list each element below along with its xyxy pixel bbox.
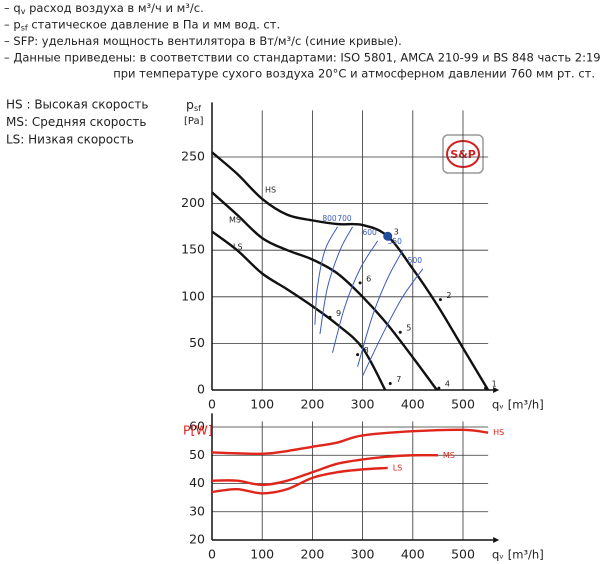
note-text: расход воздуха в м³/ч и м³/с.: [25, 1, 203, 15]
axis-arrow: [493, 537, 500, 543]
x-tick-label: 500: [451, 547, 475, 562]
operating-point: [328, 315, 332, 319]
point-label: 7: [396, 375, 401, 384]
operating-point: [356, 353, 360, 357]
series-label: 500: [408, 256, 423, 265]
series-line: [211, 428, 489, 456]
x-tick-label: 200: [300, 397, 324, 412]
y-axis-label: psf: [186, 97, 201, 113]
operating-point: [484, 386, 488, 390]
operating-point: [398, 330, 402, 334]
series-label: LS: [233, 243, 243, 252]
speed-legend: LS: Низкая скорость: [6, 133, 134, 147]
note-sub: sf: [21, 23, 28, 32]
y-label: p: [186, 97, 194, 112]
x-axis-label: qᵥ [m³/h]: [492, 398, 544, 412]
x-tick-label: 0: [208, 547, 216, 562]
note-text: – Данные приведены: в соответствии со ст…: [4, 50, 600, 64]
x-tick-label: 100: [250, 397, 274, 412]
point-label: 8: [364, 346, 369, 355]
x-tick-label: 400: [401, 397, 425, 412]
series-line: [211, 151, 490, 391]
series-label: 700: [337, 214, 352, 223]
series-label: 800: [322, 214, 337, 223]
point-label: 3: [394, 228, 399, 237]
series-label: MS: [229, 216, 241, 225]
note-sub: v: [21, 7, 26, 16]
x-tick-label: 400: [401, 547, 425, 562]
y-tick-label: 0: [197, 382, 205, 397]
series-line: [211, 230, 387, 391]
point-label: 1: [492, 380, 497, 389]
series-line: [211, 191, 438, 391]
series-line: [357, 249, 404, 367]
series-label: MS: [443, 451, 455, 460]
x-axis-label: qᵥ [m³/h]: [492, 548, 544, 562]
axis-arrow: [493, 387, 500, 393]
x-tick-label: 0: [208, 397, 216, 412]
series-label: LS: [393, 463, 403, 472]
x-tick-label: 300: [351, 397, 375, 412]
note: при температуре сухого воздуха 20°C и ат…: [113, 67, 595, 81]
series-line: [319, 226, 354, 335]
y-axis-label: P[W]: [183, 423, 213, 438]
series-label: 550: [388, 237, 403, 246]
operating-point: [383, 231, 393, 241]
operating-point: [388, 381, 392, 385]
note-text: – q: [4, 1, 21, 15]
x-tick-label: 500: [451, 397, 475, 412]
y-tick-label: 60: [189, 419, 205, 434]
y-tick-label: 200: [181, 195, 205, 210]
note: – SFP: удельная мощность вентилятора в В…: [4, 34, 402, 48]
y-tick-label: 150: [181, 242, 205, 257]
x-tick-label: 200: [300, 547, 324, 562]
y-tick-label: 30: [189, 503, 205, 518]
series-label: 600: [362, 228, 377, 237]
y-tick-label: 50: [189, 335, 205, 350]
point-label: 2: [446, 291, 451, 300]
point-label: 9: [336, 309, 341, 318]
y-axis-unit: [Pa]: [184, 116, 204, 127]
series-line: [331, 240, 379, 353]
note-text: статическое давление в Па и мм вод. ст.: [28, 17, 280, 31]
operating-point: [358, 281, 362, 285]
series-label: HS: [265, 186, 276, 195]
note: – qv расход воздуха в м³/ч и м³/с.: [4, 1, 204, 16]
y-label-sub: sf: [194, 104, 201, 113]
point-label: 4: [445, 380, 450, 389]
point-label: 6: [366, 274, 371, 283]
y-tick-label: 40: [189, 475, 205, 490]
series-line: [211, 466, 388, 495]
series-label: HS: [493, 428, 504, 437]
series-line: [211, 453, 438, 487]
note: – psf статическое давление в Па и мм вод…: [4, 17, 280, 32]
note: – Данные приведены: в соответствии со ст…: [4, 50, 600, 64]
operating-point: [438, 298, 442, 302]
x-tick-label: 100: [250, 547, 274, 562]
series-line: [362, 268, 424, 377]
speed-legend: HS : Высокая скорость: [6, 98, 148, 112]
y-tick-label: 20: [189, 532, 205, 547]
note-text: – p: [4, 17, 21, 31]
y-tick-label: 250: [181, 149, 205, 164]
operating-point: [437, 386, 441, 390]
y-tick-label: 50: [189, 447, 205, 462]
speed-legend: MS: Средняя скорость: [6, 115, 146, 129]
series-line: [314, 226, 338, 325]
point-label: 5: [406, 324, 411, 333]
x-tick-label: 300: [351, 547, 375, 562]
note-text: – SFP: удельная мощность вентилятора в В…: [4, 34, 402, 48]
y-tick-label: 100: [181, 288, 205, 303]
